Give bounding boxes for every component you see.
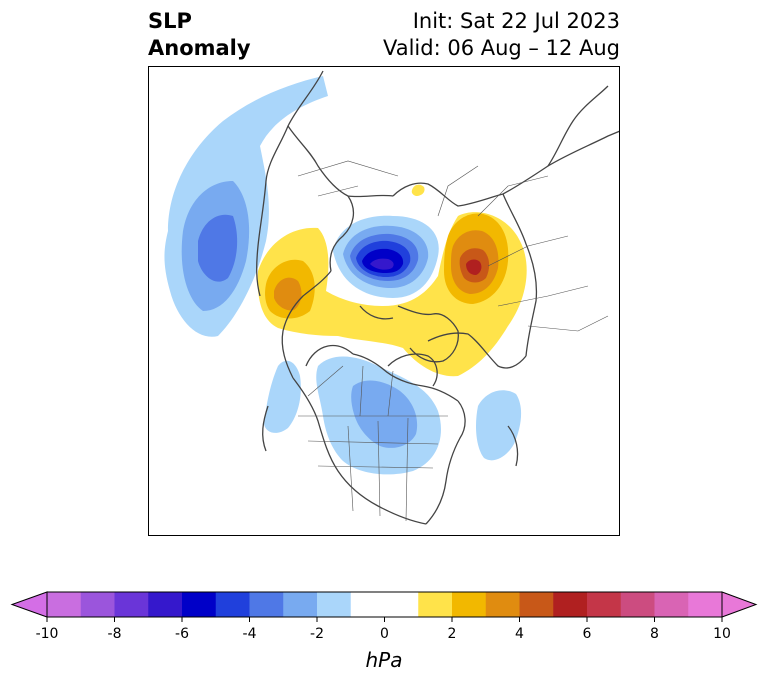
chart-title: SLP Anomaly xyxy=(148,8,251,62)
colorbar-unit-label: hPa xyxy=(365,648,403,672)
run-info: Init: Sat 22 Jul 2023 Valid: 06 Aug – 12… xyxy=(383,8,620,62)
colorbar-under-extension xyxy=(10,591,48,618)
colorbar-cell xyxy=(283,592,318,617)
colorbar-cell xyxy=(620,592,655,617)
colorbar-tick-label: 4 xyxy=(515,626,524,642)
low-alaska-west xyxy=(264,360,301,433)
colorbar-tick-label: -4 xyxy=(243,626,257,642)
slp-anomaly-map xyxy=(148,66,620,536)
colorbar-cell xyxy=(182,592,217,617)
colorbar-cell xyxy=(114,592,149,617)
colorbar: -10 -8 -6 -4 -2 0 2 4 6 8 10 xyxy=(10,591,758,642)
colorbar-tick-label: 2 xyxy=(448,626,457,642)
high-east-core xyxy=(466,259,482,275)
colorbar-tick-label: 0 xyxy=(380,626,389,642)
colorbar-cell xyxy=(654,592,689,617)
title-line-2: Anomaly xyxy=(148,36,251,60)
colorbar-tick-label: 8 xyxy=(650,626,659,642)
colorbar-cell xyxy=(317,592,352,617)
map-frame xyxy=(148,66,620,536)
colorbar-tick-label: -2 xyxy=(310,626,324,642)
colorbar-tick-label: 6 xyxy=(583,626,592,642)
colorbar-cell xyxy=(47,592,82,617)
high-pole-small xyxy=(411,184,425,196)
low-atlantic xyxy=(476,390,522,461)
high-west-2 xyxy=(274,277,302,311)
valid-period: Valid: 06 Aug – 12 Aug xyxy=(382,36,620,60)
colorbar-cell xyxy=(553,592,588,617)
title-line-1: SLP xyxy=(148,9,192,33)
colorbar-cell xyxy=(587,592,622,617)
coastlines xyxy=(256,70,620,525)
low-arctic-center xyxy=(370,258,394,270)
colorbar-cell xyxy=(418,592,453,617)
colorbar-cell xyxy=(249,592,284,617)
colorbar-ticks: -10 -8 -6 -4 -2 0 2 4 6 8 10 xyxy=(36,617,731,642)
colorbar-tick-label: -6 xyxy=(175,626,189,642)
colorbar-tick-label: -10 xyxy=(36,626,59,642)
colorbar-tick-label: 10 xyxy=(713,626,731,642)
colorbar-over-extension xyxy=(721,591,758,618)
low-pacific-core xyxy=(198,214,238,282)
low-namerica-mid xyxy=(351,380,418,448)
init-time: Init: Sat 22 Jul 2023 xyxy=(412,9,620,33)
colorbar-cell xyxy=(80,592,115,617)
colorbar-cell xyxy=(452,592,487,617)
colorbar-cell xyxy=(688,592,723,617)
colorbar-cell xyxy=(519,592,554,617)
colorbar-cell xyxy=(215,592,250,617)
colorbar-cell xyxy=(148,592,183,617)
colorbar-cell xyxy=(350,592,419,617)
borders xyxy=(297,160,609,522)
colorbar-cell xyxy=(485,592,520,617)
colorbar-cells xyxy=(10,591,758,618)
colorbar-tick-label: -8 xyxy=(108,626,122,642)
